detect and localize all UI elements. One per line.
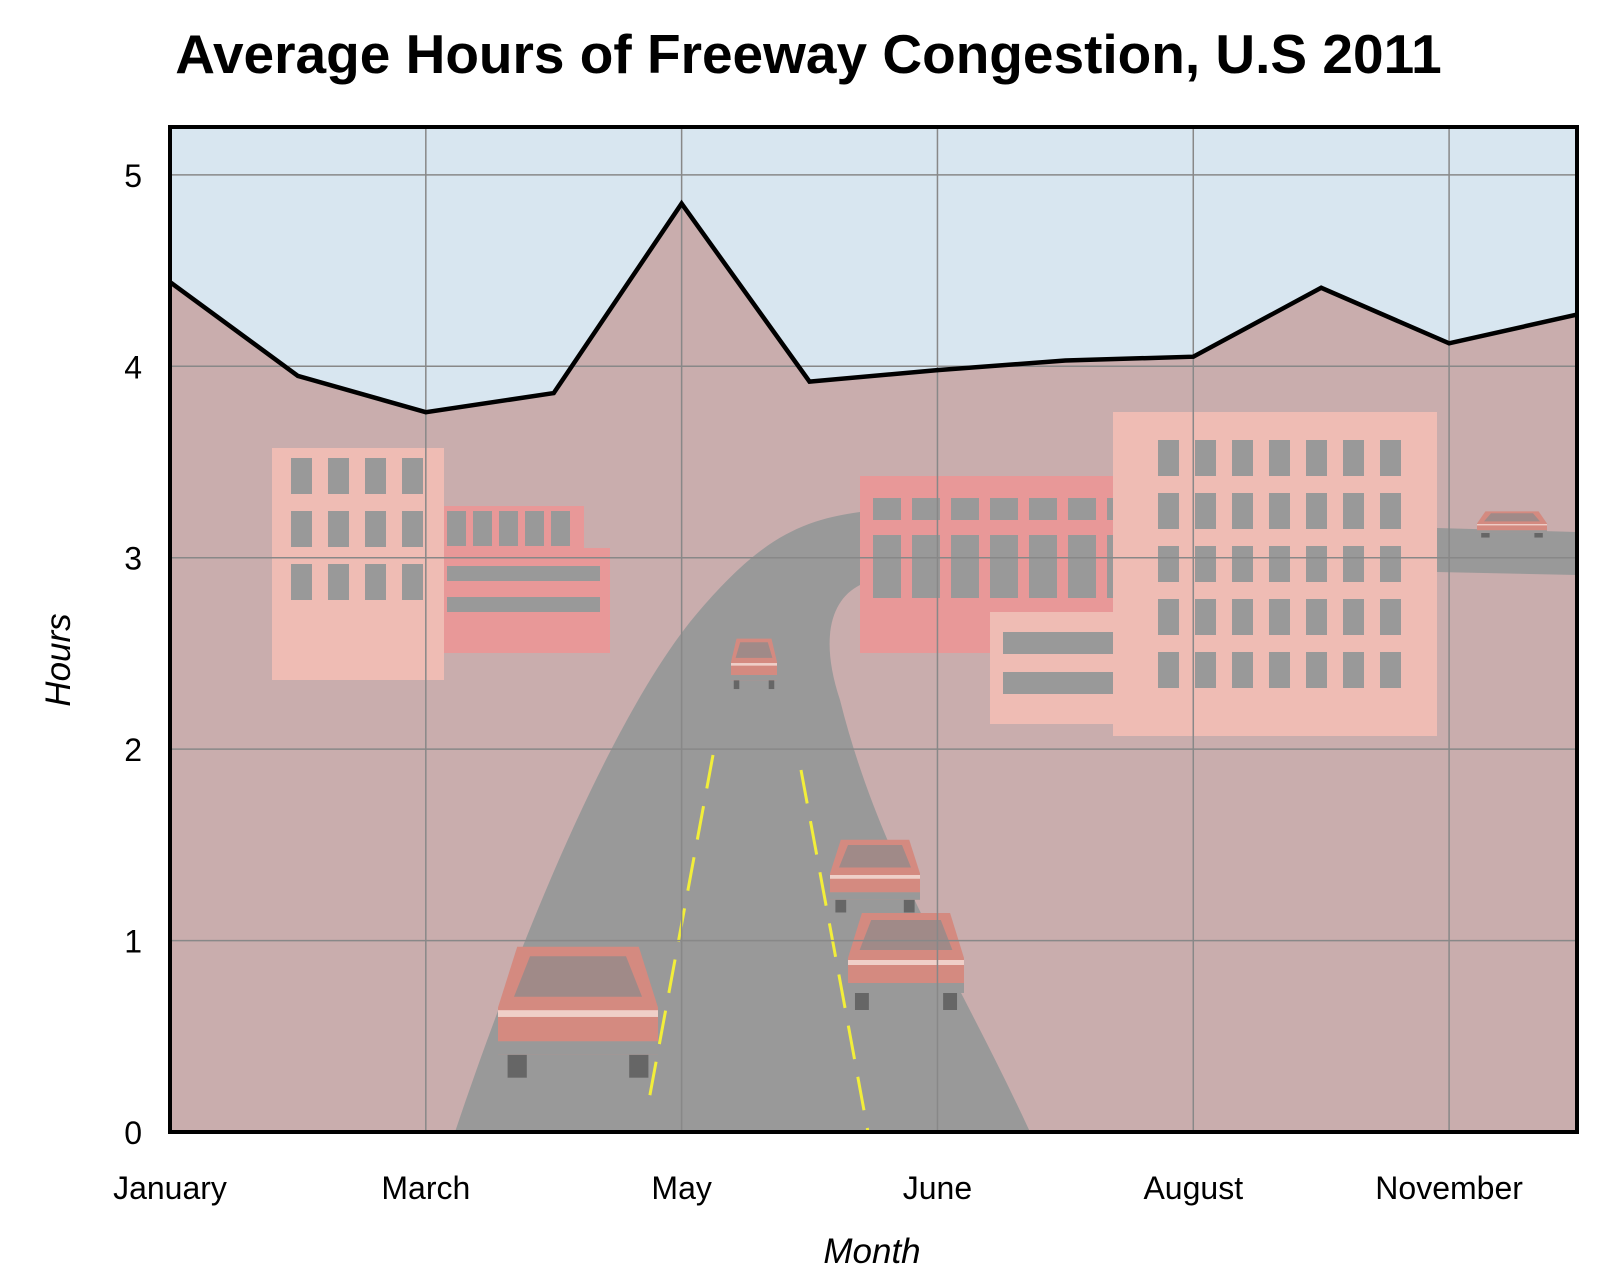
data-point [295,373,300,378]
car-5 [1477,511,1547,538]
x-tick-label: May [651,1170,711,1206]
y-tick-label: 3 [124,541,142,577]
building-left [272,448,444,680]
car-3 [830,839,920,913]
background-illustration [272,412,1577,1133]
x-tick-label: March [381,1170,470,1206]
building-right [1113,412,1437,736]
building-left-low [444,506,610,653]
grid-lines [170,127,1577,1132]
car-1 [498,946,658,1078]
data-point [1063,358,1068,363]
x-tick-label: August [1143,1170,1243,1206]
x-tick-label: June [903,1170,972,1206]
data-point [807,379,812,384]
data-point [1319,285,1324,290]
x-tick-label: January [113,1170,227,1206]
data-point [679,201,684,206]
data-line [168,199,1578,415]
y-tick-label: 4 [124,349,142,385]
y-tick-label: 5 [124,158,142,194]
building-center [860,476,1135,724]
y-tick-label: 0 [124,1115,142,1151]
data-point [551,391,556,396]
data-point [423,410,428,415]
car-2 [731,638,777,690]
data-point [935,368,940,373]
data-point [1447,341,1452,346]
data-point [1191,354,1196,359]
car-4 [848,913,964,1010]
y-tick-label: 2 [124,732,142,768]
far-road [1437,528,1577,575]
y-axis-label: Hours [39,613,78,706]
plot-frame [168,125,1579,1134]
x-tick-label: November [1375,1170,1523,1206]
y-tick-label: 1 [124,924,142,960]
x-axis-label: Month [823,1232,920,1271]
chart-title: Average Hours of Freeway Congestion, U.S… [175,23,1442,85]
